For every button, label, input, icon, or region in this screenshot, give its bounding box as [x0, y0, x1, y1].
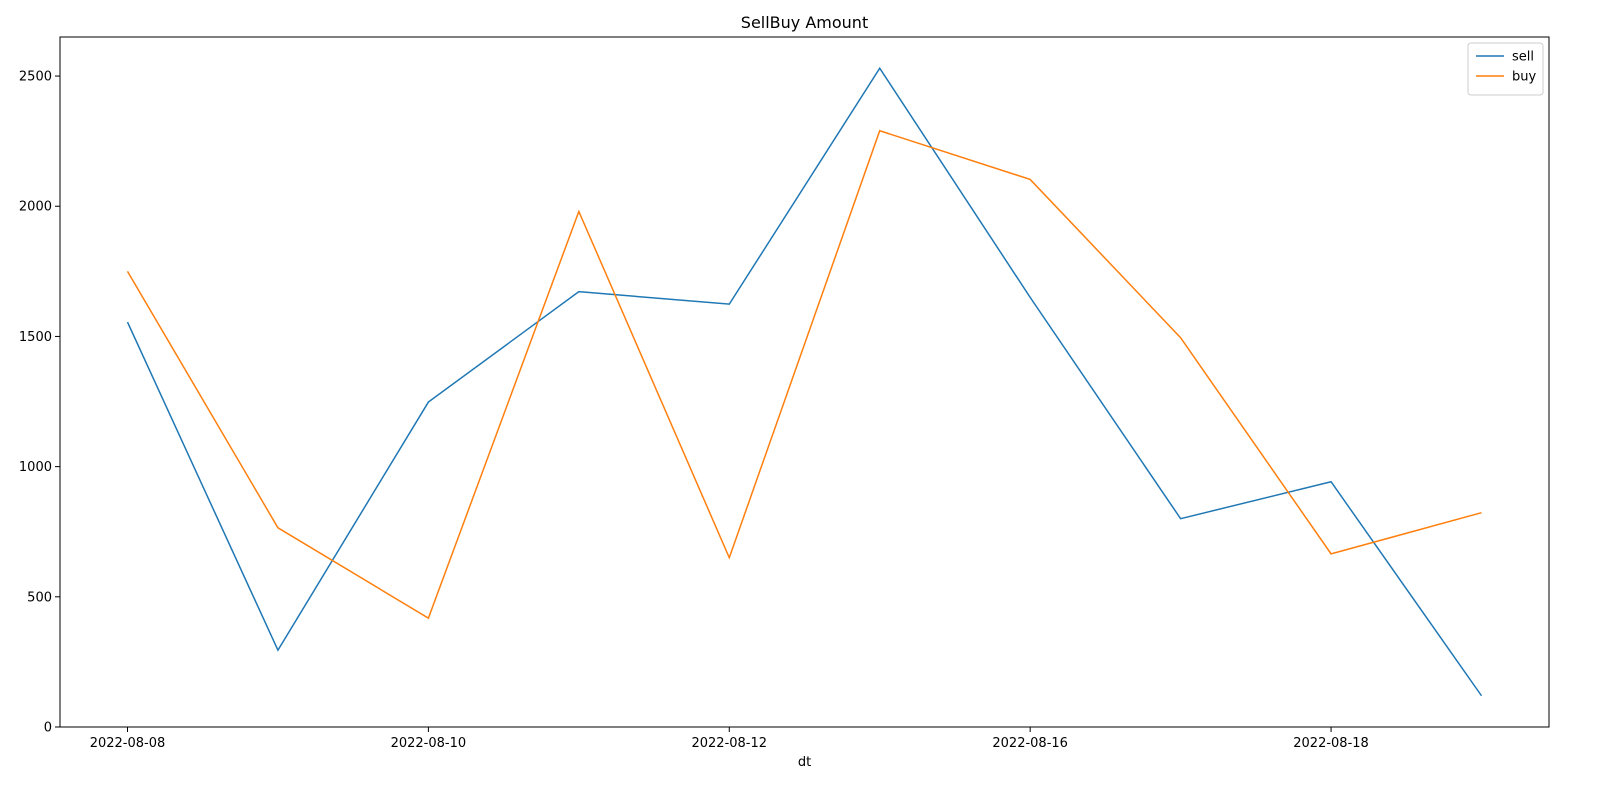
x-tick-label: 2022-08-18: [1293, 736, 1369, 751]
legend-label-buy: buy: [1512, 70, 1536, 85]
y-tick-label: 500: [27, 590, 52, 605]
y-tick-label: 1500: [19, 330, 52, 345]
x-tick-label: 2022-08-10: [391, 736, 467, 751]
series-layer: [126, 66, 1483, 697]
x-axis-label: dt: [798, 755, 811, 770]
legend: sell buy: [1467, 42, 1544, 96]
x-axis: 2022-08-08 2022-08-10 2022-08-12 2022-08-16…: [90, 727, 1369, 751]
y-tick-label: 0: [44, 721, 52, 736]
x-tick-label: 2022-08-08: [90, 736, 166, 751]
series-line-sell: [126, 66, 1483, 697]
legend-label-sell: sell: [1512, 50, 1534, 65]
y-tick-label: 2500: [19, 70, 52, 85]
y-tick-label: 1000: [19, 460, 52, 475]
x-tick-label: 2022-08-12: [691, 736, 767, 751]
y-axis: 0 500 1000 1500 2000 2500: [19, 70, 60, 736]
y-tick-label: 2000: [19, 200, 52, 215]
plot-area-frame: [59, 36, 1550, 728]
x-tick-label: 2022-08-16: [992, 736, 1068, 751]
chart-title: SellBuy Amount: [741, 13, 868, 32]
series-line-buy: [126, 129, 1482, 620]
